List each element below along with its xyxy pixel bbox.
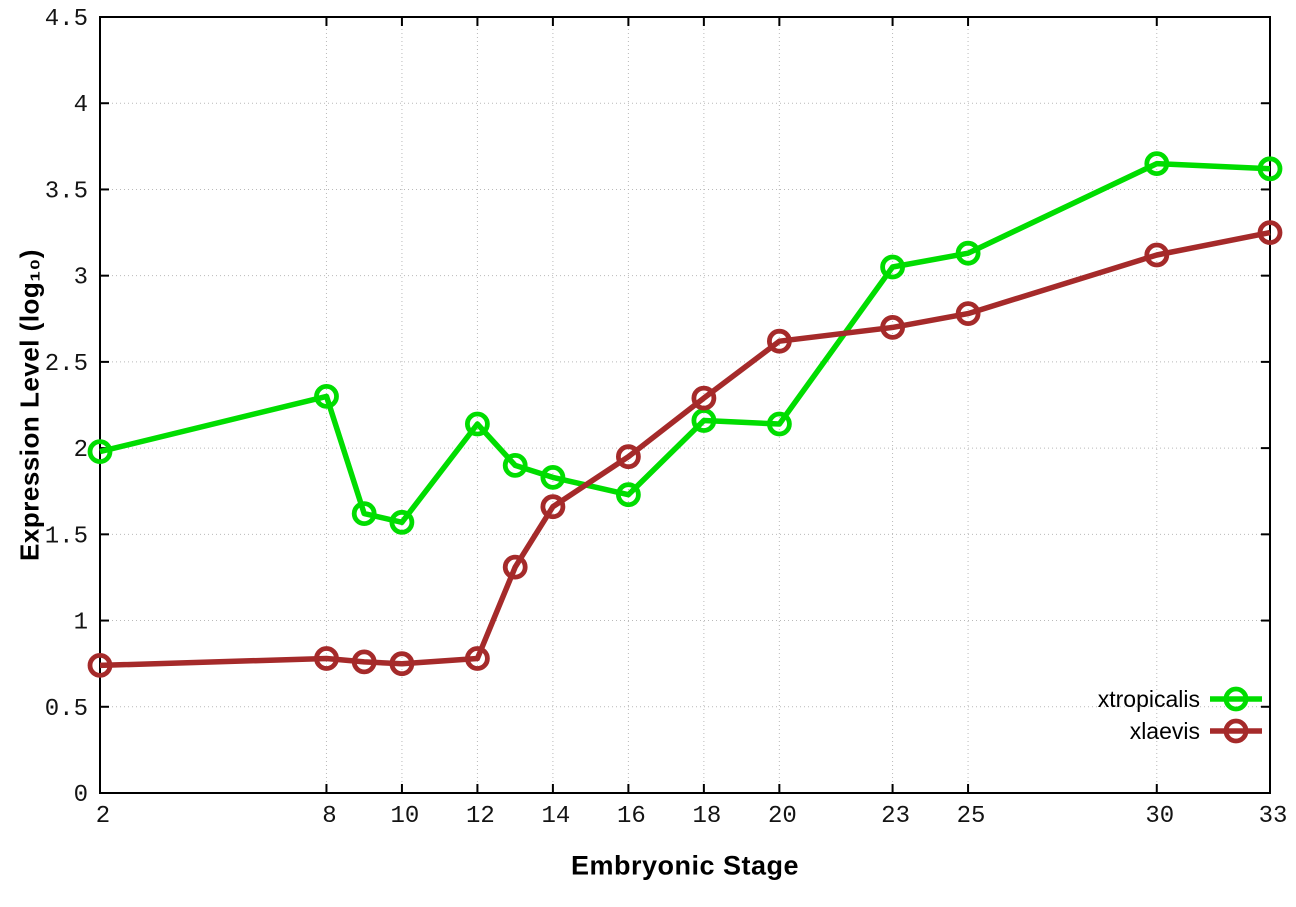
data-point-xlaevis — [955, 301, 981, 327]
x-tick-label: 8 — [322, 803, 336, 830]
y-tick-label: 4 — [74, 92, 88, 119]
data-point-xlaevis — [314, 646, 339, 671]
series-line-xlaevis — [99, 229, 1271, 669]
y-tick-label: 2.5 — [45, 351, 88, 378]
x-tick-label: 10 — [391, 803, 420, 830]
data-point-xlaevis — [691, 385, 717, 411]
data-point-xlaevis — [1144, 242, 1170, 268]
data-point-xlaevis — [502, 554, 528, 580]
y-tick-label: 3 — [74, 265, 88, 292]
y-axis-title: Expression Level (log₁₀) — [14, 249, 45, 561]
x-tick-label: 33 — [1259, 803, 1288, 830]
data-point-xtropicalis — [502, 452, 528, 478]
y-tick-label: 3.5 — [45, 178, 88, 205]
y-tick-label: 1.5 — [45, 523, 88, 550]
series-line-xtropicalis — [99, 160, 1271, 526]
data-point-xlaevis — [464, 646, 490, 671]
x-tick-label: 16 — [617, 803, 646, 830]
y-tick-label: 0 — [74, 782, 88, 809]
data-point-xtropicalis — [880, 254, 905, 280]
x-tick-label: 20 — [768, 803, 797, 830]
x-tick-label: 14 — [541, 803, 570, 830]
data-point-xtropicalis — [767, 411, 792, 437]
data-point-xlaevis — [616, 444, 641, 470]
data-point-xlaevis — [389, 651, 415, 677]
x-tick-label: 18 — [692, 803, 721, 830]
y-tick-label: 1 — [74, 610, 88, 637]
x-tick-label: 12 — [466, 803, 495, 830]
data-point-xtropicalis — [1257, 156, 1283, 182]
data-point-xlaevis — [767, 328, 792, 354]
legend-sample-marker-xtropicalis — [1223, 686, 1249, 712]
data-point-xtropicalis — [464, 411, 490, 437]
data-point-xtropicalis — [616, 482, 641, 508]
data-point-xtropicalis — [351, 501, 377, 526]
x-axis-title: Embryonic Stage — [570, 850, 800, 881]
y-tick-label: 4.5 — [45, 6, 88, 33]
data-point-xtropicalis — [955, 240, 981, 266]
x-tick-label: 25 — [957, 803, 986, 830]
legend-label-xlaevis: xlaevis — [1130, 718, 1200, 744]
legend-sample-marker-xlaevis — [1223, 718, 1249, 744]
data-point-xtropicalis — [87, 439, 113, 465]
x-tick-label: 2 — [96, 803, 110, 830]
y-tick-label: 0.5 — [45, 696, 88, 723]
data-point-xlaevis — [87, 653, 113, 678]
data-point-xlaevis — [351, 649, 377, 675]
plot-border — [99, 16, 1271, 794]
x-tick-label: 23 — [881, 803, 910, 830]
y-tick-label: 2 — [74, 437, 88, 464]
data-point-xlaevis — [880, 314, 905, 340]
x-tick-label: 30 — [1145, 803, 1174, 830]
data-point-xlaevis — [1257, 220, 1283, 246]
data-point-xtropicalis — [389, 509, 415, 535]
legend-label-xtropicalis: xtropicalis — [1098, 686, 1200, 712]
data-point-xtropicalis — [540, 464, 566, 490]
data-point-xtropicalis — [1144, 151, 1170, 177]
data-point-xlaevis — [540, 494, 566, 520]
data-point-xtropicalis — [314, 383, 339, 409]
